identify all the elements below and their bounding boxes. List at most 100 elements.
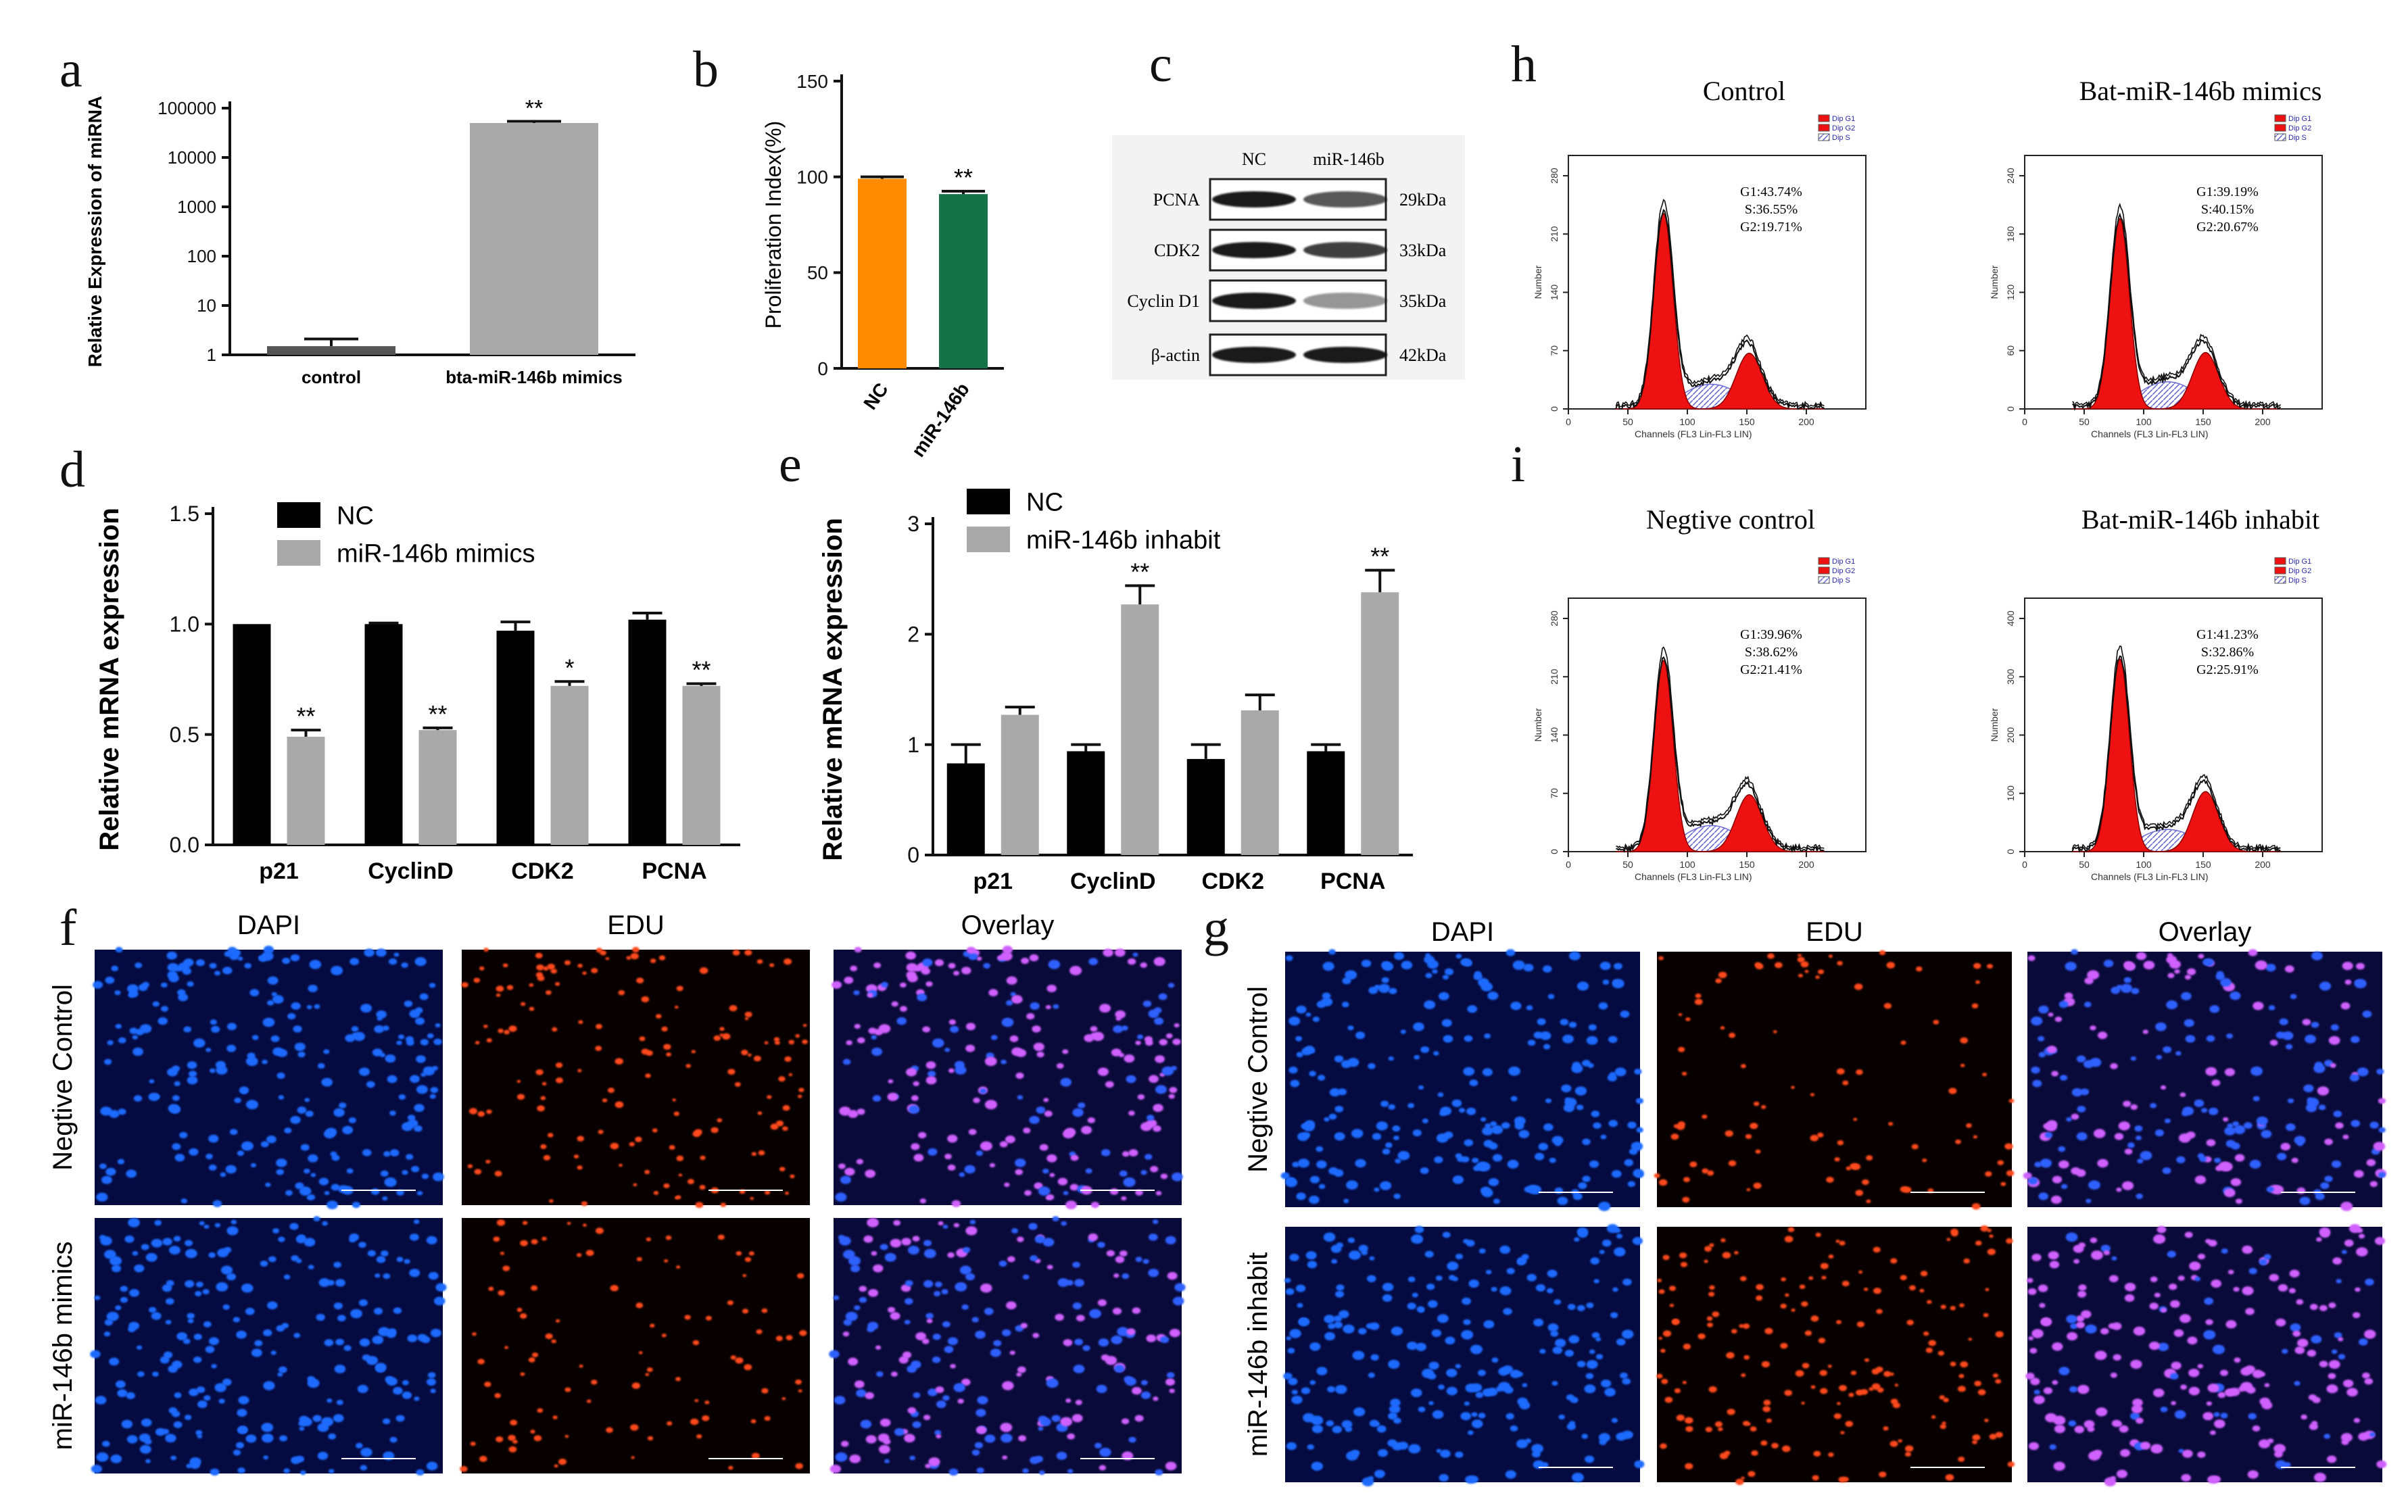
nucleus-dot xyxy=(2028,1177,2038,1185)
nucleus-dot xyxy=(2307,1097,2313,1102)
nucleus-dot xyxy=(854,1023,861,1029)
nucleus-dot xyxy=(1681,1071,1687,1076)
nucleus-dot xyxy=(1810,1093,1815,1096)
nucleus-dot xyxy=(433,1038,442,1046)
nucleus-dot xyxy=(2223,1188,2236,1198)
nucleus-dot xyxy=(2197,1153,2205,1159)
nucleus-dot xyxy=(244,962,252,969)
nucleus-dot xyxy=(890,1238,902,1248)
nucleus-dot xyxy=(2181,1473,2191,1482)
nucleus-dot xyxy=(980,1284,992,1293)
nucleus-dot xyxy=(880,1244,888,1250)
nucleus-dot xyxy=(430,1328,441,1338)
nucleus-dot xyxy=(2208,1107,2219,1115)
nucleus-dot xyxy=(2168,1284,2177,1290)
nucleus-dot xyxy=(673,1111,679,1117)
nucleus-dot xyxy=(959,1265,972,1275)
nucleus-dot xyxy=(596,1023,602,1029)
nucleus-dot xyxy=(151,1312,162,1320)
nucleus-dot xyxy=(2127,1142,2135,1148)
nucleus-dot xyxy=(334,1364,346,1373)
nucleus-dot xyxy=(989,1163,996,1168)
nucleus-dot xyxy=(1002,1455,1008,1460)
nucleus-dot xyxy=(2202,958,2211,966)
nucleus-dot xyxy=(732,950,740,956)
nucleus-dot xyxy=(251,1035,259,1040)
nucleus-dot xyxy=(751,1152,757,1156)
nucleus-dot xyxy=(1410,1388,1422,1398)
nucleus-dot xyxy=(1406,1341,1418,1350)
nucleus-dot xyxy=(1324,1117,1330,1122)
nucleus-dot xyxy=(685,1064,691,1068)
flow-legend-swatch xyxy=(1818,576,1830,584)
flow-y-axis-label: Number xyxy=(1989,265,2000,299)
nucleus-dot xyxy=(961,967,971,975)
nucleus-dot xyxy=(493,1236,500,1242)
nucleus-dot xyxy=(1997,1160,2004,1165)
nucleus-dot xyxy=(1309,1071,1316,1077)
nucleus-dot xyxy=(184,1240,193,1246)
nucleus-dot xyxy=(109,1357,120,1366)
nucleus-dot xyxy=(1676,1414,1685,1421)
nucleus-dot xyxy=(1002,1329,1011,1337)
nucleus-dot xyxy=(2185,1035,2196,1043)
nucleus-dot xyxy=(692,1130,701,1138)
nucleus-dot xyxy=(1939,1395,1945,1400)
nucleus-dot xyxy=(2110,1063,2118,1069)
nucleus-dot xyxy=(2031,1253,2042,1261)
nucleus-dot xyxy=(1750,1123,1758,1129)
micro-image-background xyxy=(462,950,810,1205)
nucleus-dot xyxy=(118,1108,126,1115)
nucleus-dot xyxy=(2362,1010,2372,1018)
nucleus-dot xyxy=(406,1040,414,1046)
nucleus-dot xyxy=(2045,1122,2057,1131)
nucleus-dot xyxy=(362,1149,372,1156)
nucleus-dot xyxy=(496,1436,504,1442)
nucleus-dot xyxy=(2178,1448,2184,1453)
nucleus-dot xyxy=(339,1102,347,1108)
nucleus-dot xyxy=(531,1352,539,1358)
nucleus-dot xyxy=(91,1465,103,1473)
nucleus-dot xyxy=(416,1085,428,1094)
nucleus-dot xyxy=(944,1153,952,1160)
nucleus-dot xyxy=(969,1219,976,1225)
nucleus-dot xyxy=(788,1073,793,1077)
nucleus-dot xyxy=(1145,1040,1153,1046)
nucleus-dot xyxy=(1074,1279,1084,1287)
nucleus-dot xyxy=(414,1396,420,1401)
nucleus-dot xyxy=(193,1334,202,1340)
nucleus-dot xyxy=(2269,1040,2278,1046)
y-axis-label: Relative mRNA expression xyxy=(95,508,124,851)
nucleus-dot xyxy=(2152,1388,2165,1398)
flow-fit-line xyxy=(1615,199,1825,408)
nucleus-dot xyxy=(195,959,206,967)
nucleus-dot xyxy=(1323,1232,1336,1242)
nucleus-dot xyxy=(212,1200,222,1207)
nucleus-dot xyxy=(2356,1247,2368,1257)
nucleus-dot xyxy=(1407,1302,1416,1310)
flow-x-axis-label: Channels (FL3 Lin-FL3 LIN) xyxy=(1635,429,1752,439)
nucleus-dot xyxy=(1920,1271,1928,1277)
nucleus-dot xyxy=(874,1029,883,1035)
nucleus-dot xyxy=(577,1136,585,1142)
nucleus-dot xyxy=(690,1418,699,1425)
nucleus-dot xyxy=(2248,1267,2257,1275)
nucleus-dot xyxy=(2131,987,2140,994)
nucleus-dot xyxy=(1343,1324,1355,1334)
nucleus-dot xyxy=(1424,1250,1434,1258)
nucleus-dot xyxy=(384,1177,397,1188)
nucleus-dot xyxy=(2120,1448,2130,1457)
y-tick-label: 3 xyxy=(907,512,919,536)
nucleus-dot xyxy=(1875,1366,1883,1373)
nucleus-dot xyxy=(2309,1304,2318,1311)
nucleus-dot xyxy=(1654,1173,1660,1178)
nucleus-dot xyxy=(1352,1350,1365,1361)
blot-size-label: 33kDa xyxy=(1399,241,1447,260)
flow-stat: G2:19.71% xyxy=(1740,220,1802,235)
flow-y-tick-label: 60 xyxy=(2005,345,2016,356)
nucleus-dot xyxy=(2242,1245,2253,1254)
nucleus-dot xyxy=(1828,1452,1834,1457)
nucleus-dot xyxy=(317,1451,329,1460)
nucleus-dot xyxy=(1154,1017,1164,1025)
nucleus-dot xyxy=(225,1165,237,1174)
